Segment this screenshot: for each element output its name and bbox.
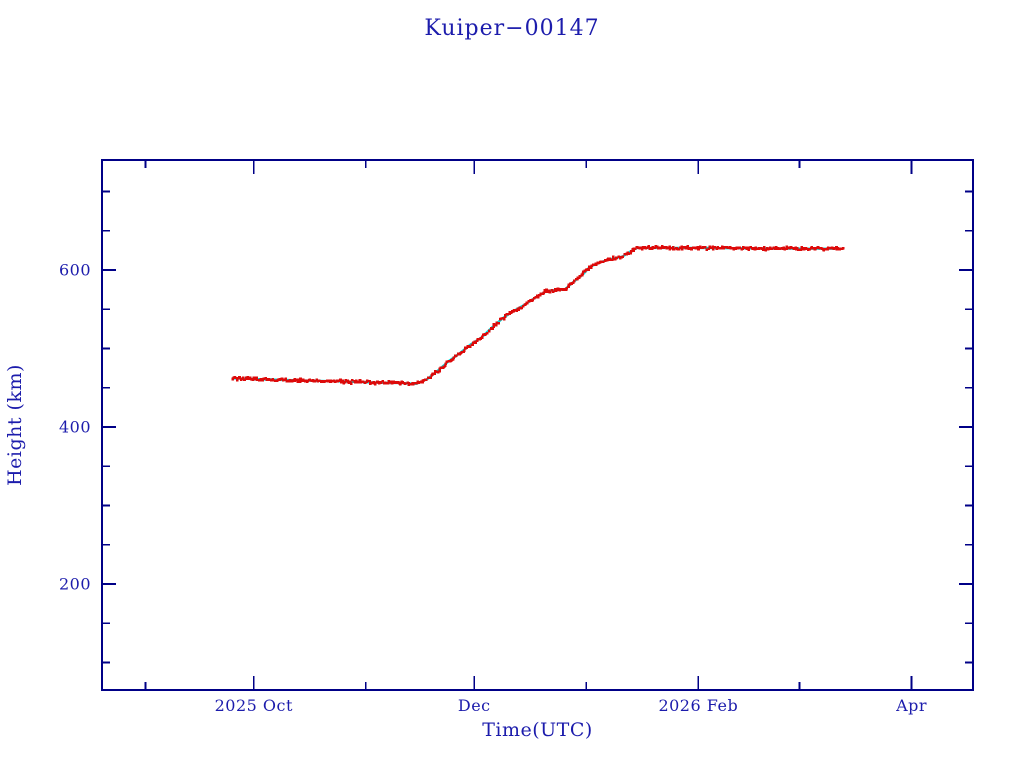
predicted-line bbox=[232, 246, 843, 386]
x-tick-label: Dec bbox=[458, 696, 491, 715]
measured-points bbox=[231, 245, 845, 386]
x-tick-label: 2026 Feb bbox=[658, 696, 738, 715]
y-tick-label: 600 bbox=[59, 261, 91, 280]
x-tick-label: Apr bbox=[895, 696, 927, 715]
y-tick-label: 400 bbox=[59, 418, 91, 437]
x-axis-title: Time(UTC) bbox=[482, 719, 593, 741]
predicted-ephemeris-line bbox=[232, 246, 843, 386]
chart-title: Kuiper−00147 bbox=[424, 16, 600, 41]
y-tick-label: 200 bbox=[59, 575, 91, 594]
x-tick-labels: 2025 Oct Dec 2026 Feb Apr bbox=[215, 696, 927, 715]
y-tick-labels: 200 400 600 bbox=[59, 261, 91, 594]
x-axis-ticks bbox=[144, 160, 913, 690]
y-axis-ticks bbox=[102, 190, 973, 664]
x-tick-label: 2025 Oct bbox=[215, 696, 293, 715]
plot-frame bbox=[101, 159, 974, 691]
